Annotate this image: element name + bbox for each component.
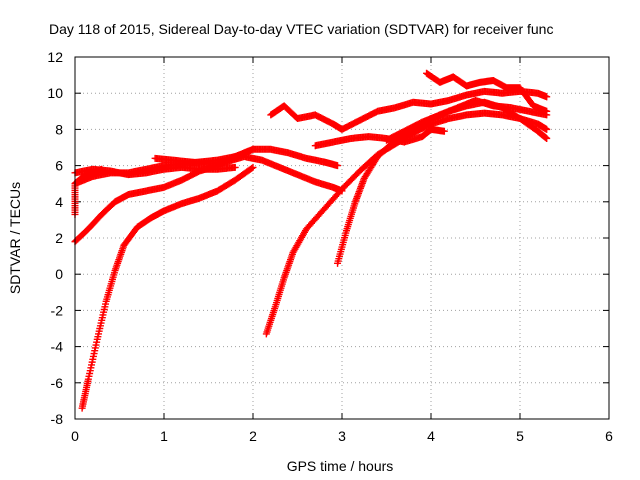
x-tick-label: 3 [338, 428, 346, 444]
x-tick-label: 4 [427, 428, 435, 444]
y-tick-label: 10 [47, 85, 63, 101]
data-point [543, 111, 551, 119]
data-point [231, 163, 239, 171]
data-point [249, 145, 257, 153]
data-point [248, 164, 256, 172]
y-tick-label: -2 [51, 302, 64, 318]
series-s11 [383, 96, 551, 144]
y-tick-label: -6 [51, 375, 64, 391]
data-point [249, 163, 257, 171]
x-axis-label: GPS time / hours [287, 458, 394, 474]
data-point [543, 125, 551, 133]
data-point [543, 134, 551, 142]
y-tick-label: 4 [55, 194, 63, 210]
x-tick-label: 5 [516, 428, 524, 444]
y-tick-label: -8 [51, 411, 64, 427]
y-tick-label: 12 [47, 49, 63, 65]
x-tick-label: 1 [160, 428, 168, 444]
y-tick-label: -4 [51, 339, 64, 355]
series-s1 [78, 163, 257, 412]
y-tick-label: 6 [55, 158, 63, 174]
data-point [543, 93, 551, 101]
y-tick-label: 0 [55, 266, 63, 282]
plot-frame [74, 56, 610, 420]
series-s10 [311, 125, 448, 150]
x-tick-label: 0 [71, 428, 79, 444]
y-axis-label: SDTVAR / TECUs [7, 182, 23, 294]
chart-title: Day 118 of 2015, Sidereal Day-to-day VTE… [49, 21, 553, 37]
data-point [440, 127, 448, 135]
y-tick-label: 2 [55, 230, 63, 246]
data-point [98, 165, 106, 173]
data-point [334, 162, 342, 170]
x-tick-label: 2 [249, 428, 257, 444]
data-points [71, 69, 551, 412]
y-tick-label: 8 [55, 121, 63, 137]
x-tick-label: 6 [605, 428, 613, 444]
series-s5 [151, 153, 346, 195]
